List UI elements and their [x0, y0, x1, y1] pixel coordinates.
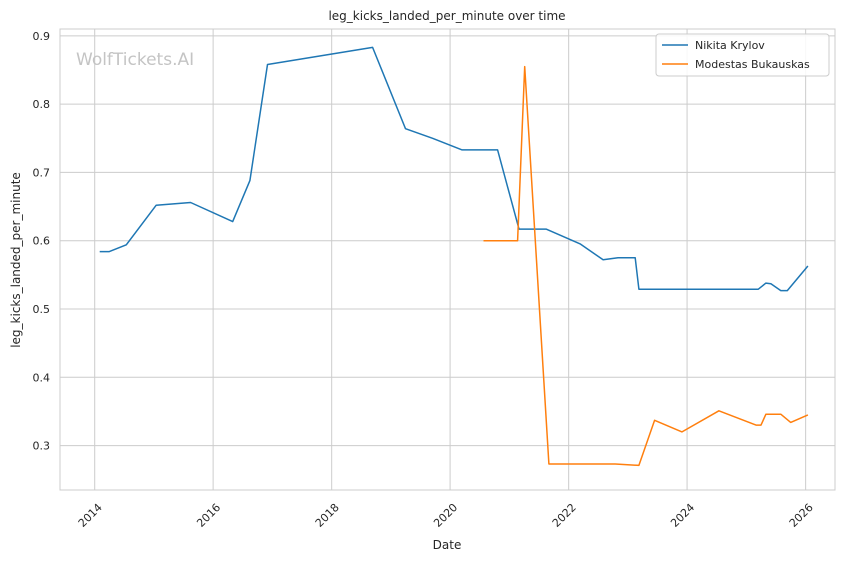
x-tick-label: 2020 — [431, 501, 460, 530]
y-tick-label: 0.9 — [33, 30, 51, 43]
y-axis-ticks: 0.3 0.4 0.5 0.6 0.7 0.8 0.9 — [33, 30, 51, 453]
grid — [60, 29, 835, 490]
y-tick-label: 0.6 — [33, 235, 51, 248]
series-line-modestas-bukauskas — [483, 65, 809, 467]
legend-box — [655, 33, 830, 77]
x-tick-label: 2016 — [194, 501, 223, 530]
x-tick-label: 2022 — [550, 501, 579, 530]
y-tick-label: 0.7 — [33, 166, 51, 179]
y-tick-label: 0.3 — [33, 440, 51, 453]
series-layer — [99, 46, 809, 467]
chart-title: leg_kicks_landed_per_minute over time — [328, 9, 565, 23]
x-tick-label: 2024 — [668, 501, 697, 530]
y-tick-label: 0.5 — [33, 303, 51, 316]
watermark: WolfTickets.AI — [76, 50, 194, 70]
legend-label-modestas-bukauskas: Modestas Bukauskas — [695, 58, 810, 71]
x-tick-label: 2014 — [76, 501, 105, 530]
plot-area-frame — [59, 28, 836, 491]
x-tick-label: 2018 — [313, 501, 342, 530]
y-tick-label: 0.8 — [33, 98, 51, 111]
x-axis-title: Date — [433, 538, 462, 552]
series-line-nikita-krylov — [99, 46, 809, 292]
x-axis-ticks: 2014 2016 2018 2020 2022 2024 2026 — [76, 501, 816, 530]
y-axis-title: leg_kicks_landed_per_minute — [9, 172, 23, 348]
x-tick-label: 2026 — [787, 501, 816, 530]
legend-label-nikita-krylov: Nikita Krylov — [695, 39, 765, 52]
y-tick-label: 0.4 — [33, 371, 51, 384]
legend: Nikita Krylov Modestas Bukauskas — [655, 33, 830, 77]
